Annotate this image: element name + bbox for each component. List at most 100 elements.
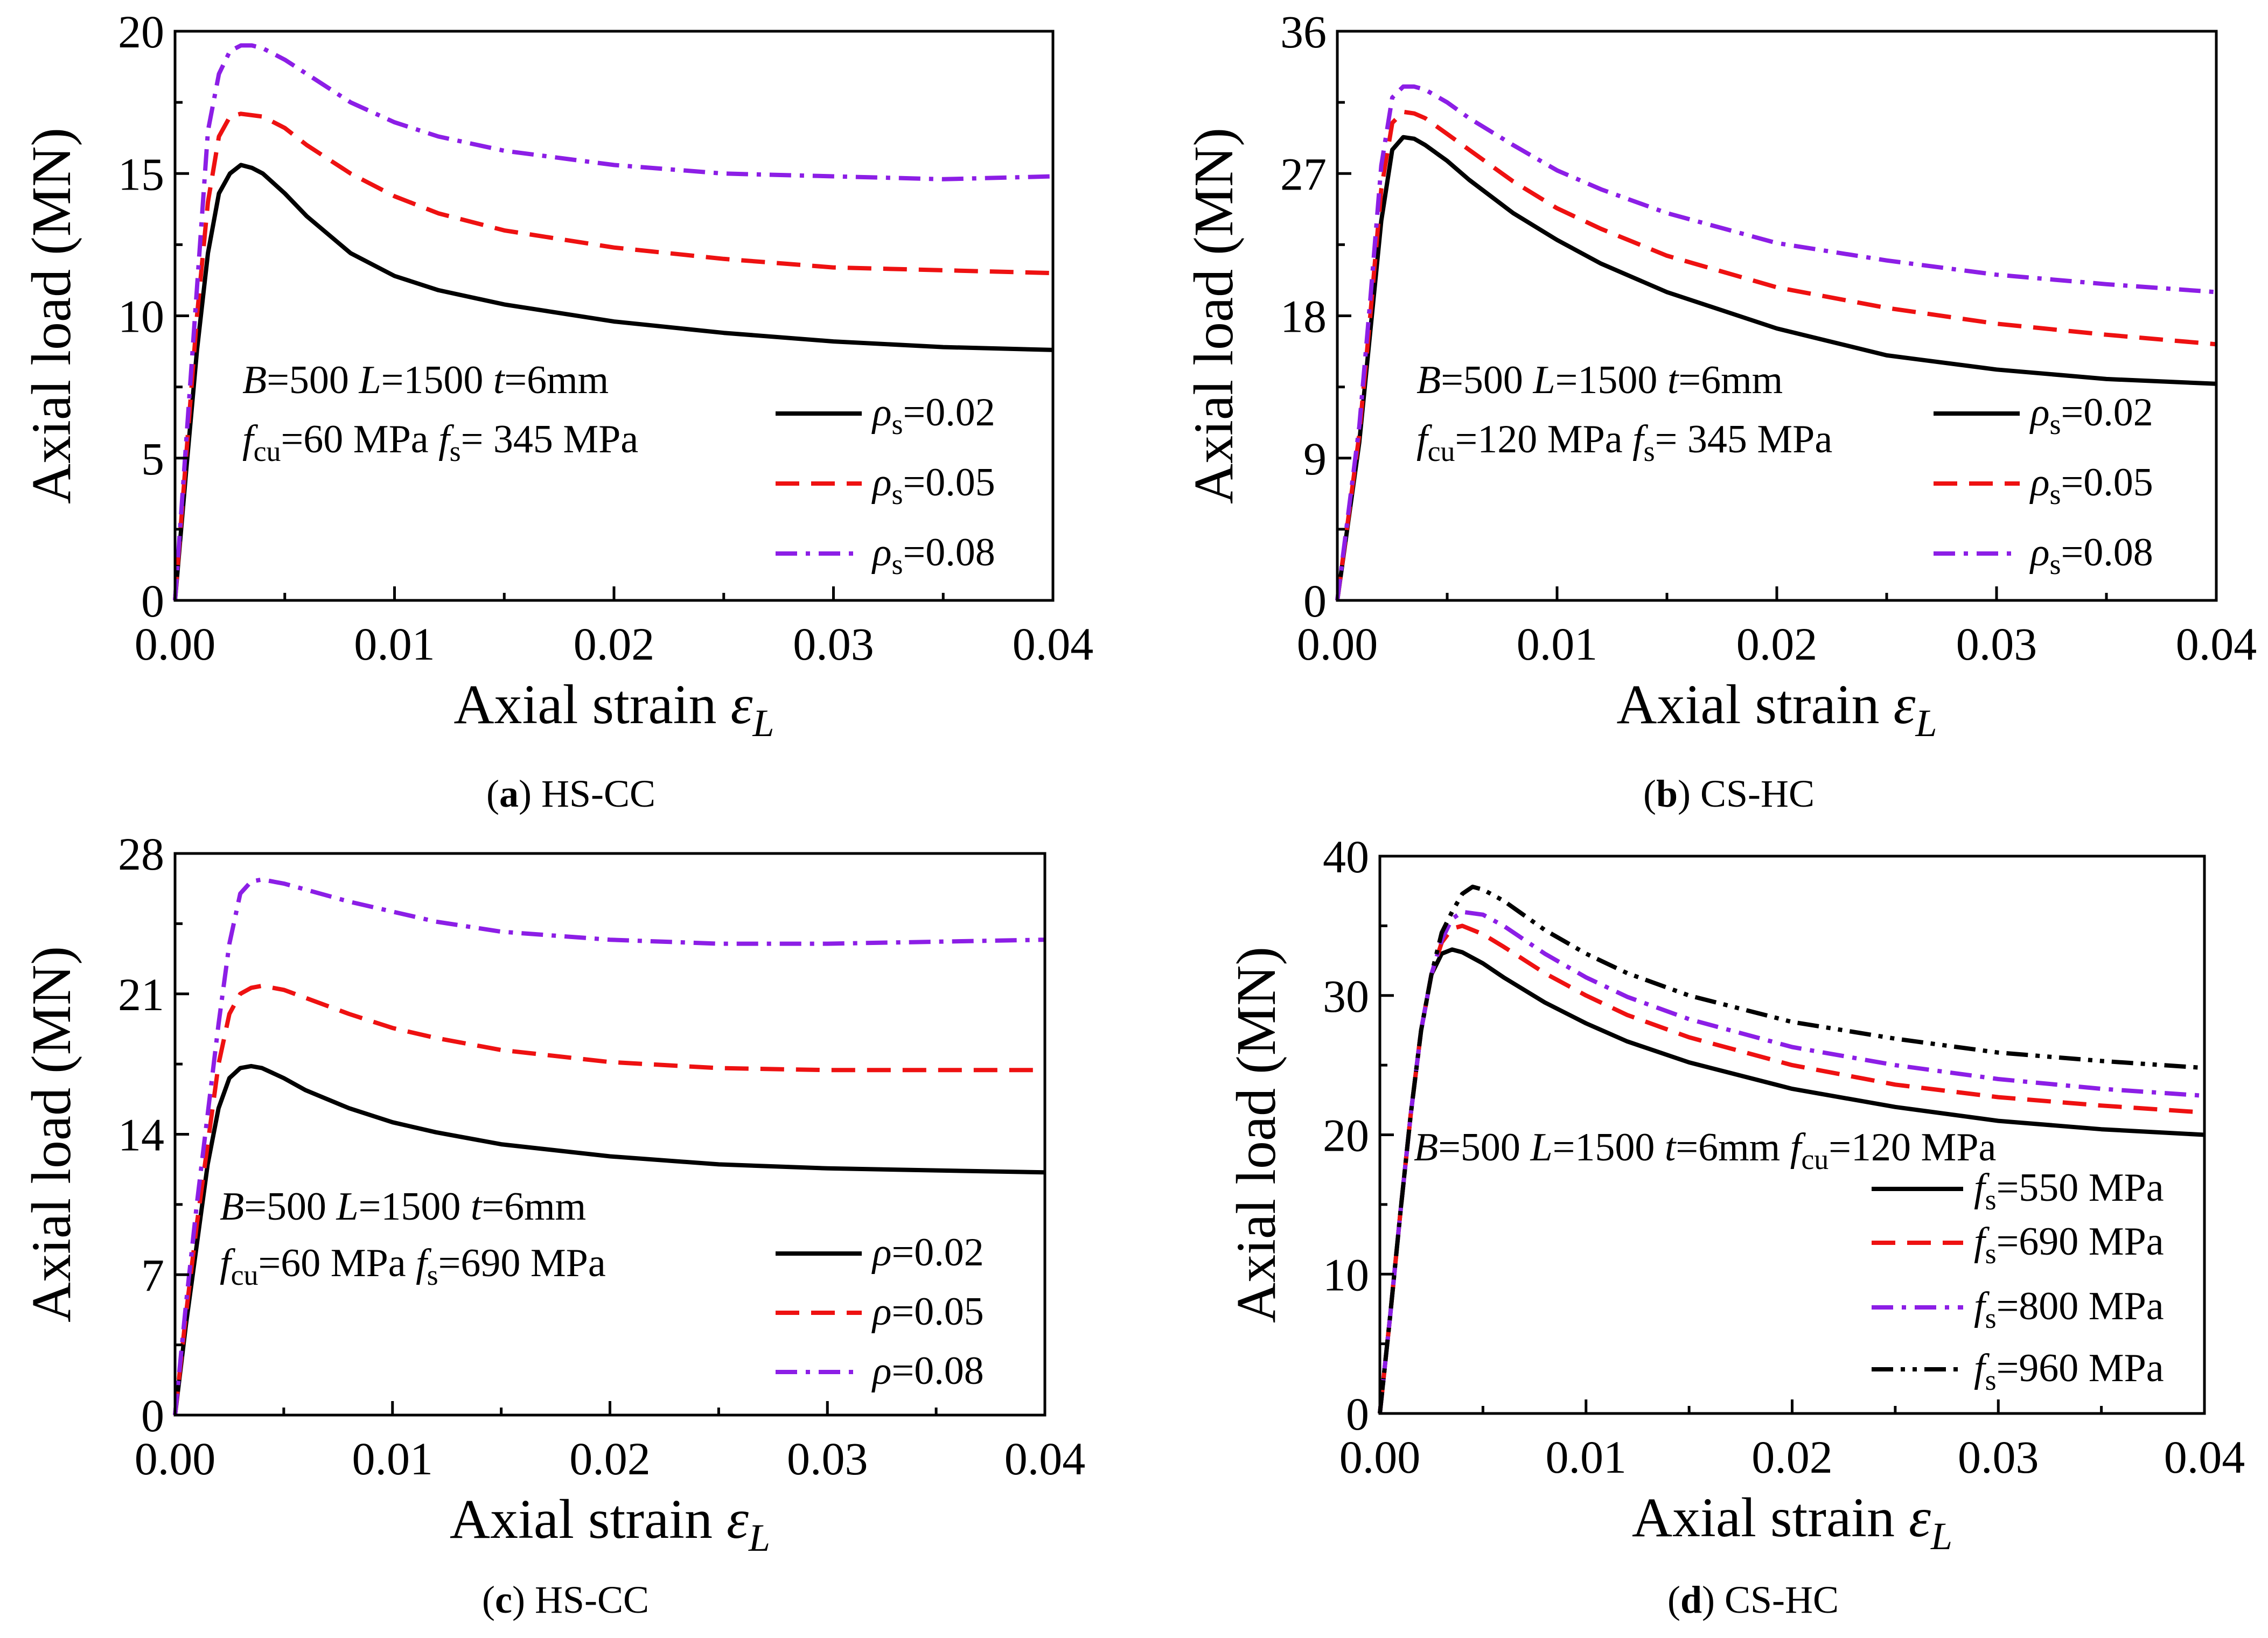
x-axis-symbol: ε [1894, 674, 1916, 736]
series-line-2 [1335, 109, 2217, 601]
x-axis-symbol-subscript: L [1915, 702, 1937, 745]
plot-frame [1336, 30, 2218, 602]
parameter-annotation-part: =120 MPa [1829, 1125, 1996, 1170]
series-line-3 [173, 43, 1053, 601]
parameter-annotation-part: =690 MPa [438, 1241, 606, 1285]
legend-label-3-part: ρ [871, 530, 892, 575]
caption-paren: ) [1702, 1578, 1715, 1621]
parameter-annotation-part: t [1665, 1125, 1677, 1170]
parameter-annotation-part: =1500 [381, 358, 493, 402]
legend-label-1-part: ρ [871, 1230, 892, 1275]
caption-paren: ) [1678, 772, 1691, 815]
parameter-annotation-part: L [1530, 1125, 1552, 1170]
y-tick-label: 10 [1323, 1249, 1369, 1300]
parameter-annotation-part: L [1532, 358, 1555, 402]
y-tick-label: 0 [1303, 575, 1327, 627]
legend-label-2-part: =0.05 [903, 460, 995, 505]
parameter-annotation-part: =1500 [1555, 358, 1667, 402]
x-axis-symbol-subscript: L [1930, 1515, 1952, 1558]
parameter-annotation-part: L [358, 358, 381, 402]
legend-label-4-part: s [1985, 1364, 1997, 1396]
x-tick-label: 0.03 [793, 618, 874, 670]
y-axis-label: Axial load (MN) [1183, 128, 1245, 504]
caption-paren: ( [1643, 772, 1656, 815]
parameter-annotation-part: cu [254, 435, 281, 467]
series-line-3 [173, 877, 1045, 1416]
parameter-annotation-part: =500 [244, 1185, 336, 1229]
y-axis-label: Axial load (MN) [1225, 947, 1287, 1323]
parameter-annotation-part: cu [231, 1259, 259, 1291]
legend-label-2-part: =0.05 [2061, 460, 2153, 505]
parameter-annotation-part: s [1644, 435, 1655, 467]
legend-label-2: ρs=0.05 [871, 460, 995, 510]
parameter-annotation: fcu=60 MPa fs=690 MPa [220, 1241, 606, 1291]
caption-letter: d [1680, 1578, 1702, 1621]
x-axis-label-text: Axial strain [1616, 674, 1893, 736]
legend-label-2-part: s [2050, 478, 2061, 510]
x-axis-label: Axial strain εL [453, 674, 774, 745]
parameter-annotation-part: t [493, 358, 506, 402]
x-tick-label: 0.01 [352, 1433, 434, 1485]
x-axis-symbol: ε [727, 1488, 749, 1550]
legend-label-1: ρ=0.02 [871, 1230, 984, 1275]
parameter-annotation-part: =6mm [481, 1185, 586, 1229]
y-tick-label: 0 [1346, 1388, 1369, 1440]
legend-label-3: ρs=0.08 [871, 530, 995, 580]
y-tick-label: 10 [118, 291, 164, 342]
legend-label-3-part: =800 MPa [1997, 1284, 2164, 1328]
legend-label-2-part: ρ [871, 1290, 892, 1334]
y-tick-label: 40 [1323, 831, 1369, 883]
series-line-3 [1335, 84, 2217, 601]
chart-panel-c: 0.00 0.01 0.02 0.03 0.04 0 7 14 21 28 Axial load (… [20, 828, 1085, 1621]
parameter-annotation-part: B [1416, 358, 1441, 402]
chart-panel-b: 0.00 0.01 0.02 0.03 0.04 0 9 18 27 36 Axial load (… [1183, 6, 2257, 815]
legend-label-3-part: =0.08 [2061, 530, 2153, 575]
caption-paren: ( [486, 772, 499, 815]
x-tick-label: 0.04 [2176, 618, 2257, 670]
chart-panel-a: 0.00 0.01 0.02 0.03 0.04 0 5 10 15 20 Axial load (… [20, 6, 1093, 815]
panel-caption: (a) HS-CC [486, 772, 655, 815]
legend-label-2-part: =0.05 [892, 1290, 984, 1334]
panel-caption: (c) HS-CC [482, 1578, 649, 1621]
series-line-2 [1378, 923, 2205, 1414]
chart-panel-d: 0.00 0.01 0.02 0.03 0.04 0 10 20 30 40 Axial load … [1225, 831, 2245, 1621]
legend-label-3-part: ρ [871, 1349, 892, 1393]
x-axis-symbol: ε [1909, 1487, 1931, 1549]
legend-label-1-part: s [892, 408, 903, 440]
series-line-3 [1378, 909, 2205, 1414]
y-tick-label: 18 [1280, 291, 1327, 342]
x-tick-label: 0.02 [569, 1433, 651, 1485]
caption-letter: a [499, 772, 519, 815]
x-tick-label: 0.03 [787, 1433, 868, 1485]
parameter-annotation-part: =60 MPa [281, 417, 439, 461]
parameter-annotation-part: = 345 MPa [1655, 417, 1833, 461]
parameter-annotation-part: =6mm [1676, 1125, 1790, 1170]
legend-label-2: ρs=0.05 [2029, 460, 2153, 510]
parameter-annotation: B=500 L=1500 t=6mm [1416, 358, 1783, 402]
legend-label-2-part: ρ [2029, 460, 2050, 505]
legend-label-2-part: s [1985, 1237, 1997, 1270]
x-tick-label: 0.02 [574, 618, 655, 670]
x-axis-symbol-subscript: L [748, 1516, 770, 1559]
y-tick-label: 5 [141, 433, 164, 485]
x-axis-label-text: Axial strain [450, 1488, 727, 1550]
x-axis-label: Axial strain εL [1632, 1487, 1952, 1558]
legend-label-3: fs=800 MPa [1974, 1284, 2164, 1334]
parameter-annotation-part: cu [1801, 1143, 1829, 1175]
caption-letter: c [495, 1578, 512, 1621]
parameter-annotation-part: =120 MPa [1455, 417, 1633, 461]
parameter-annotation-part: =500 [1441, 358, 1533, 402]
parameter-annotation-part: =500 [267, 358, 359, 402]
series-line-1 [173, 1063, 1045, 1416]
series-line-2 [173, 983, 1045, 1416]
caption-text: CS-HC [1691, 772, 1815, 815]
legend-label-1-part: =0.02 [903, 390, 995, 435]
y-tick-label: 36 [1280, 6, 1327, 58]
y-tick-label: 20 [1323, 1110, 1369, 1161]
legend-label-1-part: =0.02 [892, 1230, 984, 1275]
x-tick-label: 0.01 [1517, 618, 1598, 670]
parameter-annotation: B=500 L=1500 t=6mm fcu=120 MPa [1414, 1125, 1996, 1175]
y-axis-label: Axial load (MN) [20, 128, 82, 504]
x-axis-label-text: Axial strain [453, 674, 730, 736]
legend-label-1-part: =550 MPa [1997, 1166, 2164, 1210]
